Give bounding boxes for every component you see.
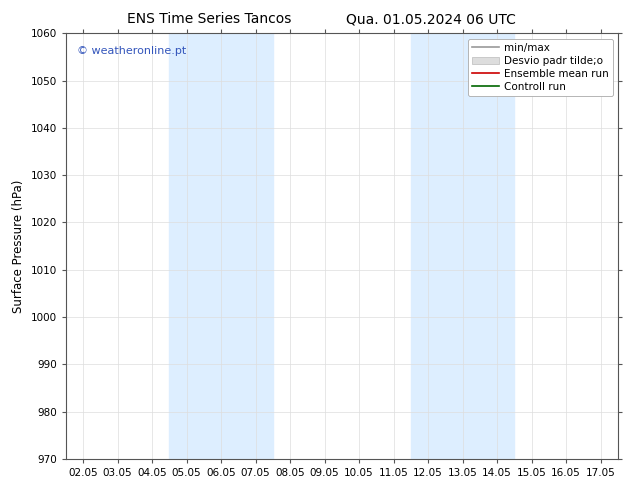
Legend: min/max, Desvio padr tilde;o, Ensemble mean run, Controll run: min/max, Desvio padr tilde;o, Ensemble m… — [469, 39, 612, 96]
Text: © weatheronline.pt: © weatheronline.pt — [77, 46, 186, 56]
Y-axis label: Surface Pressure (hPa): Surface Pressure (hPa) — [12, 179, 25, 313]
Bar — [169, 33, 273, 459]
Bar — [411, 33, 514, 459]
Text: Qua. 01.05.2024 06 UTC: Qua. 01.05.2024 06 UTC — [346, 12, 516, 26]
Text: ENS Time Series Tancos: ENS Time Series Tancos — [127, 12, 292, 26]
